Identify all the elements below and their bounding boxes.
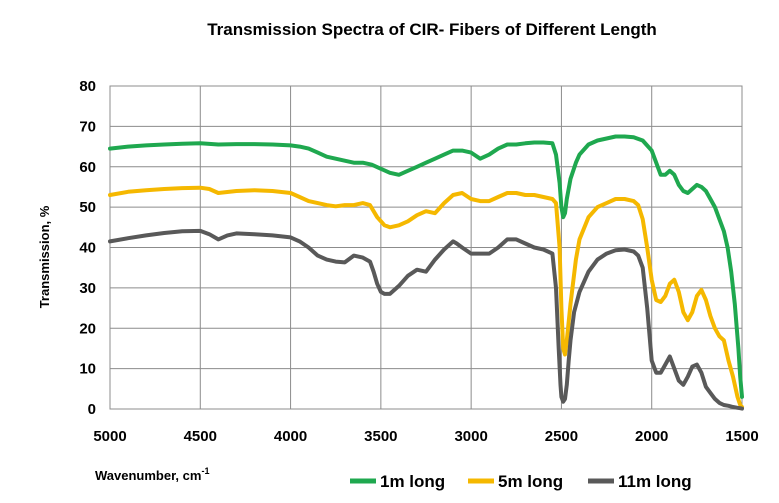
x-tick-label: 4500 bbox=[184, 428, 217, 445]
x-tick-label: 4000 bbox=[274, 428, 307, 445]
x-tick-label: 5000 bbox=[93, 428, 126, 445]
y-tick-label: 80 bbox=[79, 78, 96, 95]
tick-labels: 0 10 20 30 40 50 60 70 80 5000 4500 4000 3500 3000 250… bbox=[79, 78, 758, 445]
x-tick-label: 2500 bbox=[545, 428, 578, 445]
x-axis-title: Wavenumber, cm-1 bbox=[95, 466, 209, 483]
x-tick-label: 1500 bbox=[725, 428, 758, 445]
y-tick-label: 30 bbox=[79, 280, 96, 297]
plot-area-frame bbox=[109, 85, 743, 410]
y-tick-label: 70 bbox=[79, 118, 96, 135]
legend-label-3: 11m long bbox=[618, 472, 692, 491]
y-tick-label: 20 bbox=[79, 320, 96, 337]
y-tick-label: 60 bbox=[79, 159, 96, 176]
y-axis-title: Transmission, % bbox=[37, 205, 52, 308]
grid bbox=[109, 85, 743, 410]
series-line-3 bbox=[108, 228, 744, 411]
x-axis-title-main: Wavenumber, cm bbox=[95, 468, 201, 483]
y-tick-label: 40 bbox=[79, 240, 96, 257]
x-tick-label: 2000 bbox=[635, 428, 668, 445]
y-tick-label: 0 bbox=[88, 401, 96, 418]
y-tick-label: 50 bbox=[79, 199, 96, 216]
y-tick-label: 10 bbox=[79, 361, 96, 378]
x-axis-title-superscript: -1 bbox=[201, 466, 209, 476]
series-lines bbox=[108, 134, 744, 411]
series-line-2 bbox=[108, 185, 744, 409]
chart-title: Transmission Spectra of CIR- Fibers of D… bbox=[207, 20, 657, 39]
legend-label-1: 1m long bbox=[380, 472, 445, 491]
legend: 1m long 5m long 11m long bbox=[350, 472, 692, 491]
series-line-1 bbox=[108, 134, 744, 399]
x-tick-label: 3000 bbox=[454, 428, 487, 445]
x-tick-label: 3500 bbox=[364, 428, 397, 445]
legend-label-2: 5m long bbox=[498, 472, 563, 491]
